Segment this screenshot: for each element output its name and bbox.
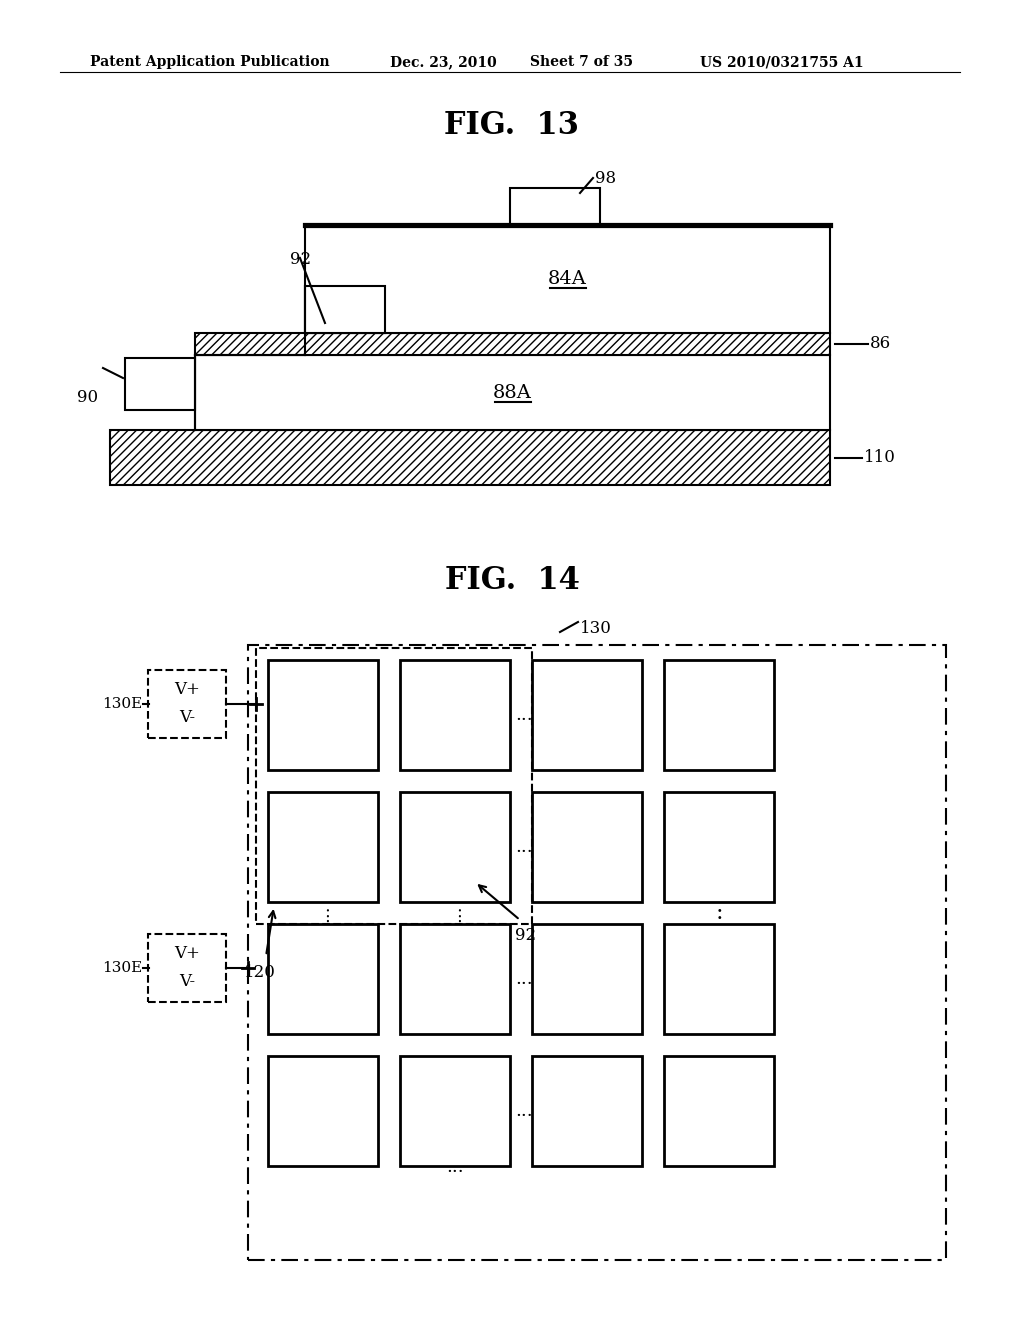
Bar <box>305 286 385 333</box>
Bar <box>268 792 378 902</box>
Bar <box>532 660 642 770</box>
Text: ...: ... <box>446 904 464 921</box>
Bar <box>664 924 774 1034</box>
Text: V+: V+ <box>174 681 200 698</box>
Text: :: : <box>715 902 723 924</box>
Bar <box>400 924 510 1034</box>
Bar <box>256 648 532 924</box>
Text: 90: 90 <box>77 389 98 407</box>
Text: V+: V+ <box>174 945 200 962</box>
Text: 130E: 130E <box>101 961 142 975</box>
Text: 92: 92 <box>290 251 311 268</box>
Text: ...: ... <box>515 706 532 723</box>
Text: 92: 92 <box>515 927 537 944</box>
Bar <box>532 1056 642 1166</box>
Bar <box>305 224 830 333</box>
Bar <box>268 660 378 770</box>
Bar <box>664 792 774 902</box>
Text: Sheet 7 of 35: Sheet 7 of 35 <box>530 55 633 69</box>
Bar <box>148 671 226 738</box>
Text: US 2010/0321755 A1: US 2010/0321755 A1 <box>700 55 863 69</box>
Text: ...: ... <box>446 1158 464 1176</box>
Bar <box>664 660 774 770</box>
Text: 88A: 88A <box>494 384 531 401</box>
Text: FIG.  13: FIG. 13 <box>444 110 580 141</box>
Text: 98: 98 <box>595 170 616 187</box>
Bar <box>400 1056 510 1166</box>
Bar <box>110 430 830 484</box>
Text: ...: ... <box>515 838 532 855</box>
Bar <box>268 1056 378 1166</box>
Bar <box>268 924 378 1034</box>
Bar <box>248 645 946 1261</box>
Text: Dec. 23, 2010: Dec. 23, 2010 <box>390 55 497 69</box>
Bar <box>195 333 830 355</box>
Text: 110: 110 <box>864 449 896 466</box>
Text: V-: V- <box>179 974 195 990</box>
Text: ...: ... <box>314 904 332 921</box>
Bar <box>110 430 830 484</box>
Bar <box>148 935 226 1002</box>
Bar <box>195 355 830 430</box>
Text: 130E: 130E <box>101 697 142 711</box>
Text: 84A: 84A <box>548 271 587 288</box>
Bar <box>664 1056 774 1166</box>
Text: 120: 120 <box>244 964 275 981</box>
Bar <box>532 924 642 1034</box>
Text: 130: 130 <box>580 620 612 638</box>
Text: ...: ... <box>515 1102 532 1119</box>
Text: FIG.  14: FIG. 14 <box>444 565 580 597</box>
Bar <box>400 792 510 902</box>
Bar <box>195 333 830 355</box>
Text: V-: V- <box>179 710 195 726</box>
Bar <box>400 660 510 770</box>
Bar <box>125 358 195 411</box>
Bar <box>510 187 600 224</box>
Text: Patent Application Publication: Patent Application Publication <box>90 55 330 69</box>
Text: ...: ... <box>515 970 532 987</box>
Text: 86: 86 <box>870 335 891 352</box>
Bar <box>532 792 642 902</box>
